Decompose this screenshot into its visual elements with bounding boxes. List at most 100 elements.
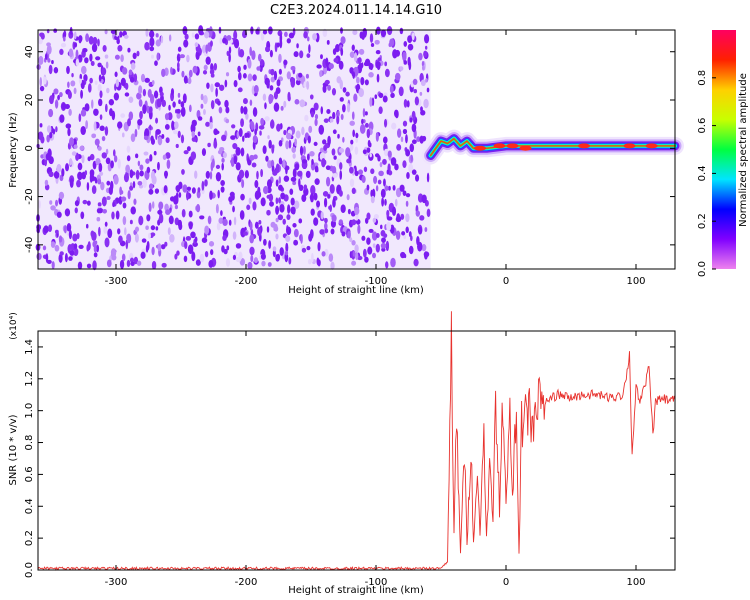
noise-speckle (308, 233, 313, 242)
noise-speckle (53, 88, 59, 95)
noise-speckle (381, 197, 385, 207)
noise-speckle (261, 260, 266, 267)
noise-speckle (161, 99, 166, 108)
noise-speckle (97, 178, 102, 185)
noise-speckle (350, 139, 354, 145)
noise-speckle (288, 139, 292, 149)
noise-speckle (72, 233, 78, 242)
noise-speckle (310, 208, 315, 216)
noise-speckle (70, 243, 75, 251)
noise-speckle (368, 72, 374, 78)
noise-speckle (112, 201, 115, 208)
noise-speckle (217, 149, 223, 155)
spectrogram-y-label: Frequency (Hz) (8, 112, 19, 188)
noise-speckle (340, 27, 343, 34)
noise-speckle (246, 204, 251, 210)
noise-speckle (301, 194, 307, 202)
noise-speckle (168, 215, 174, 225)
noise-speckle (303, 184, 308, 191)
noise-speckle (386, 169, 390, 175)
noise-speckle (325, 176, 331, 187)
noise-speckle (75, 49, 79, 60)
noise-speckle (218, 106, 223, 114)
noise-speckle (370, 195, 375, 204)
snr-y-ticks: 0.0 0.2 0.4 0.6 0.8 1.0 1.2 1.4 (24, 339, 675, 578)
noise-speckle (286, 226, 292, 236)
noise-speckle (402, 53, 406, 63)
noise-speckle (361, 175, 366, 183)
noise-speckle (45, 253, 49, 263)
noise-speckle (148, 106, 153, 114)
noise-speckle (201, 180, 205, 191)
noise-speckle (264, 77, 270, 86)
noise-speckle (85, 33, 90, 43)
noise-speckle (43, 225, 49, 234)
x-tick-label: -300 (105, 577, 128, 588)
noise-speckle (36, 64, 41, 70)
noise-speckle (151, 80, 155, 85)
noise-speckle (405, 193, 411, 198)
noise-speckle (322, 84, 327, 93)
noise-speckle (323, 118, 329, 123)
noise-speckle (49, 131, 53, 139)
x-tick-label: -100 (365, 577, 388, 588)
noise-speckle (202, 108, 206, 116)
noise-speckle (169, 233, 175, 243)
noise-speckle (332, 48, 337, 55)
noise-speckle (416, 136, 421, 143)
noise-speckle (270, 68, 275, 76)
noise-speckle (220, 179, 225, 187)
noise-speckle (94, 138, 100, 146)
noise-speckle (175, 192, 179, 202)
noise-speckle (237, 65, 241, 73)
noise-speckle (130, 133, 136, 143)
noise-speckle (78, 36, 82, 44)
noise-speckle (81, 154, 85, 164)
noise-speckle (387, 150, 392, 158)
noise-speckle (262, 29, 268, 35)
noise-speckle (378, 92, 384, 99)
noise-speckle (331, 87, 337, 96)
noise-speckle (59, 114, 65, 123)
noise-speckle (249, 221, 253, 231)
noise-speckle (68, 256, 73, 261)
noise-speckle (322, 139, 327, 145)
noise-speckle (278, 139, 283, 147)
noise-speckle (364, 79, 369, 86)
noise-speckle (68, 108, 72, 116)
noise-speckle (313, 141, 318, 147)
noise-speckle (77, 171, 83, 181)
noise-speckle (278, 157, 283, 165)
spectrogram-frame (37, 29, 676, 270)
noise-speckle (215, 164, 221, 170)
noise-speckle (129, 219, 133, 225)
noise-speckle (377, 155, 381, 162)
signal-peak (474, 145, 486, 151)
noise-speckle (50, 241, 56, 248)
noise-speckle (191, 187, 196, 194)
noise-speckle (316, 200, 321, 208)
noise-speckle (403, 99, 408, 108)
noise-speckle (340, 47, 344, 56)
noise-speckle (332, 198, 336, 208)
noise-speckle (240, 118, 245, 128)
noise-speckle (168, 34, 172, 42)
noise-speckle (403, 40, 408, 47)
noise-speckle (294, 163, 300, 171)
noise-speckle (351, 187, 356, 195)
noise-speckle (293, 51, 299, 58)
noise-speckle (418, 226, 423, 235)
noise-speckle (121, 67, 128, 75)
noise-speckle (135, 169, 140, 180)
noise-speckle (253, 257, 259, 264)
noise-speckle (191, 119, 197, 127)
noise-speckle (384, 198, 387, 206)
noise-speckle (243, 98, 248, 105)
noise-speckle (278, 184, 283, 191)
noise-speckle (399, 66, 404, 71)
noise-speckle (161, 68, 166, 78)
noise-speckle (309, 151, 315, 157)
noise-speckle (186, 54, 190, 63)
noise-speckle (358, 88, 365, 98)
